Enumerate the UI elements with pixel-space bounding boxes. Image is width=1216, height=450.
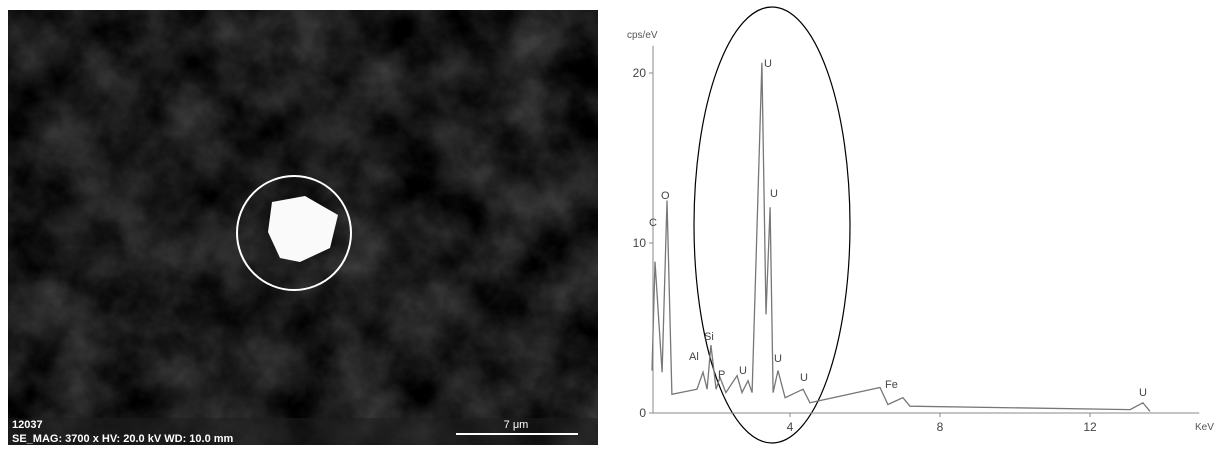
- y-tick-label: 20: [633, 66, 647, 80]
- sem-image: 12037 SE_MAG: 3700 x HV: 20.0 kV WD: 10.…: [8, 10, 598, 445]
- x-axis-label: KeV: [1195, 422, 1214, 433]
- y-tick-label: 0: [639, 406, 646, 420]
- highlight-ellipse: [693, 6, 851, 444]
- scale-bar-label: 7 μm: [504, 419, 529, 431]
- peak-label: U: [770, 188, 778, 200]
- peak-label: Fe: [885, 379, 898, 391]
- x-tick-label: 12: [1083, 420, 1097, 434]
- x-tick-label: 4: [787, 420, 794, 434]
- peak-label: P: [718, 369, 725, 381]
- peak-label: U: [739, 365, 747, 377]
- y-axis-label: cps/eV: [627, 30, 658, 41]
- peak-label: O: [661, 190, 670, 202]
- highlight-circle: [236, 175, 352, 291]
- x-tick-label: 8: [937, 420, 944, 434]
- peak-label: Si: [704, 331, 714, 343]
- y-tick-label: 10: [633, 236, 647, 250]
- image-id: 12037: [12, 419, 43, 431]
- peak-label: U: [774, 353, 782, 365]
- peak-label: U: [1139, 387, 1147, 399]
- peak-label: U: [764, 58, 772, 70]
- peak-label: U: [800, 372, 808, 384]
- spectrum-chart: cps/eV KeV 0 10 20 4 8 12 C O Al Si P U U U U U Fe U: [627, 6, 1214, 444]
- peak-label: Al: [689, 351, 699, 363]
- peak-label: C: [649, 217, 657, 229]
- spectrum-line: [651, 62, 1151, 412]
- image-info: SE_MAG: 3700 x HV: 20.0 kV WD: 10.0 mm: [12, 433, 234, 445]
